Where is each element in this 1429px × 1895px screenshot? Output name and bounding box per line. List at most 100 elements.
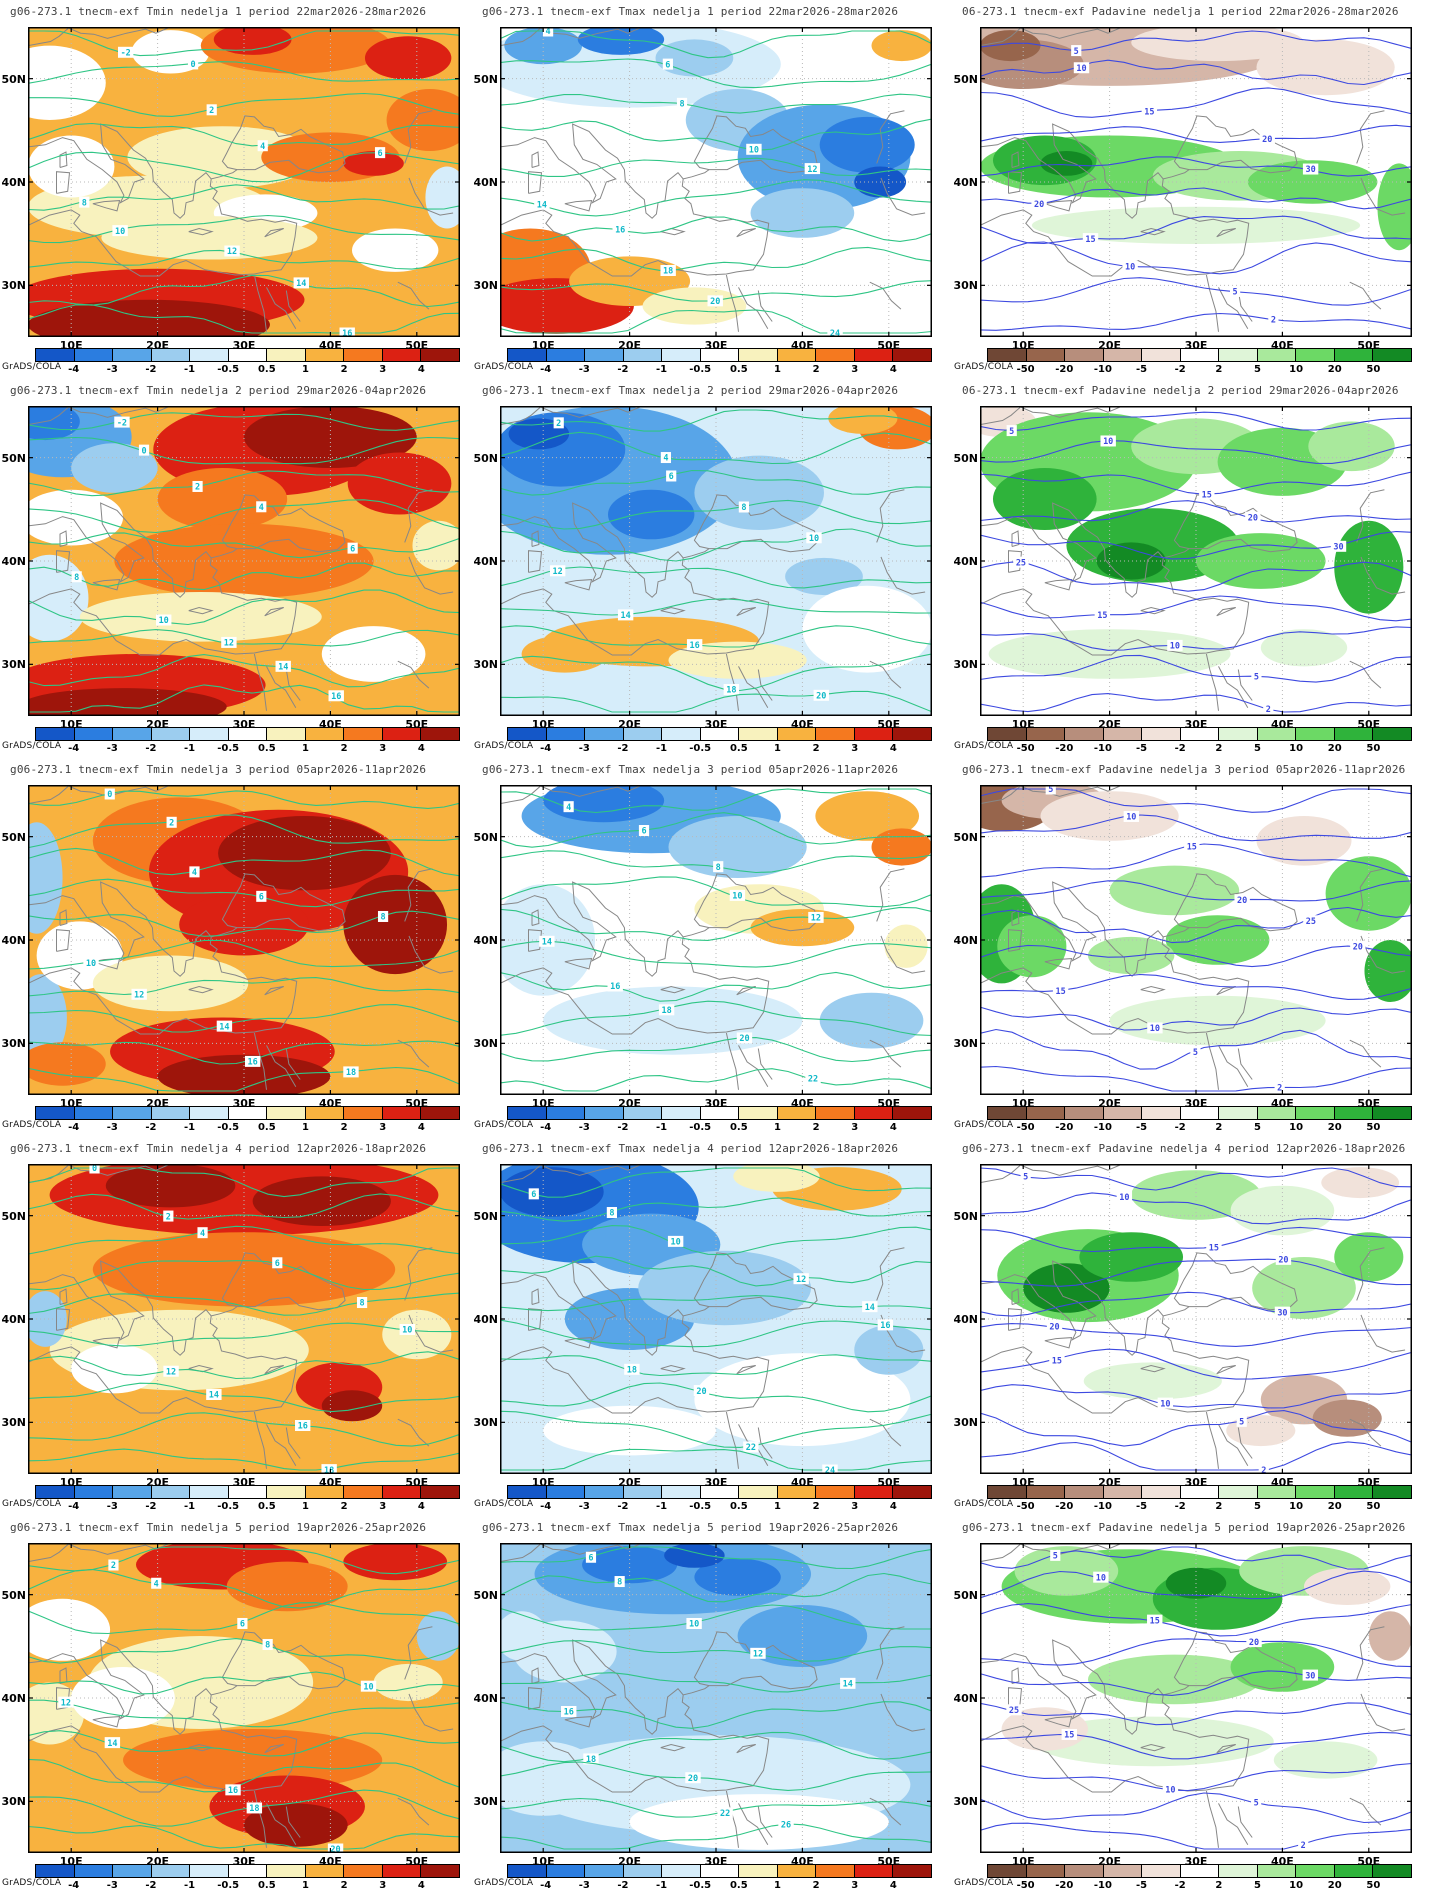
svg-text:14: 14 <box>620 611 630 621</box>
lon-tick-label: 20E <box>146 339 169 352</box>
colorbar-tick-label: 0.5 <box>257 1122 276 1133</box>
colorbar-segment <box>1102 349 1142 361</box>
svg-text:16: 16 <box>690 641 700 651</box>
colorbar-segment <box>853 1865 893 1877</box>
colorbar-segment <box>266 1486 305 1498</box>
map-canvas: 0 2 4 6 8 10 12 14 16 18 <box>28 785 460 1095</box>
svg-text:14: 14 <box>219 1022 229 1032</box>
contour-label: 4 <box>256 501 267 513</box>
colorbar-tick-label: -4 <box>540 1880 552 1891</box>
colorbar-tick-label: -2 <box>1174 364 1186 375</box>
lon-tick-label: 20E <box>146 1855 169 1868</box>
contour-label: 30 <box>1274 1306 1291 1318</box>
svg-text:12: 12 <box>553 567 563 577</box>
svg-text:24: 24 <box>825 1466 835 1474</box>
colorbar-segment <box>1218 1865 1257 1877</box>
lon-tick-label: 20E <box>1098 1855 1121 1868</box>
colorbar-segment <box>1102 1107 1142 1119</box>
colorbar-tick-label: -2 <box>145 1880 157 1891</box>
svg-text:10: 10 <box>809 534 819 544</box>
colorbar-tick-label: 0.5 <box>729 1880 748 1891</box>
lon-tick-label: 30E <box>232 718 256 731</box>
colorbar-segment <box>112 349 151 361</box>
colorbar-segment <box>545 1865 585 1877</box>
svg-text:10: 10 <box>1103 437 1113 447</box>
lon-tick-label: 10E <box>59 718 83 731</box>
colorbar-segment <box>36 349 74 361</box>
precip-colorbar <box>987 727 1412 741</box>
colorbar-tick-label: 2 <box>812 1122 820 1133</box>
colorbar-tick-label: -3 <box>106 1880 118 1891</box>
map-canvas: 5 10 15 20 30 25 15 10 5 2 <box>980 406 1412 716</box>
contour-label: 5 <box>1190 1046 1201 1058</box>
colorbar-segment <box>661 349 700 361</box>
colorbar-tick-label: -10 <box>1093 1880 1112 1891</box>
colorbar-segment <box>1256 349 1296 361</box>
svg-text:8: 8 <box>609 1209 614 1219</box>
svg-text:6: 6 <box>641 827 646 837</box>
contour-label: 20 <box>813 689 829 701</box>
colorbar-tick-label: 5 <box>1253 364 1261 375</box>
svg-text:0: 0 <box>107 790 112 800</box>
svg-text:0: 0 <box>191 60 196 70</box>
contour-label: -2 <box>114 416 130 428</box>
svg-text:14: 14 <box>865 1303 875 1313</box>
contour-label: 12 <box>163 1365 179 1377</box>
contour-label: 14 <box>534 198 550 210</box>
colorbar-segment <box>815 1486 854 1498</box>
lon-tick-label: 20E <box>1098 718 1121 731</box>
lat-tick-label: 50N <box>953 1588 978 1602</box>
contour-label: 24 <box>827 327 843 337</box>
lon-tick-label: 30E <box>232 1476 256 1489</box>
colorbar-segment <box>1025 1107 1065 1119</box>
colorbar-segment <box>1295 1865 1334 1877</box>
svg-text:15: 15 <box>1187 843 1197 853</box>
colorbar-segment <box>1333 728 1373 740</box>
lat-tick-label: 40N <box>473 934 498 947</box>
panel-title: g06-273.1 tnecm-exf Padavine nedelja 5 p… <box>962 1521 1406 1534</box>
colorbar-tick-label: 50 <box>1366 743 1381 754</box>
contour-label: 14 <box>206 1389 222 1401</box>
map-canvas: 2 46 8 10 12 14 16 18 20 <box>500 406 932 716</box>
lon-tick-label: 40E <box>790 339 814 352</box>
colorbar-segment <box>343 728 382 740</box>
svg-text:6: 6 <box>669 472 674 482</box>
map-panel-padavine-week2: 06-273.1 tnecm-exf Padavine nedelja 2 pe… <box>952 379 1429 758</box>
lon-tick-label: 10E <box>59 1476 83 1489</box>
colorbar-segment <box>1372 349 1412 361</box>
lon-tick-label: 40E <box>1270 1097 1294 1110</box>
colorbar-segment <box>584 728 623 740</box>
svg-text:4: 4 <box>546 27 551 37</box>
svg-text:20: 20 <box>688 1774 698 1784</box>
colorbar-segment <box>150 1107 190 1119</box>
contour-label: 10 <box>746 143 762 155</box>
contour-label: 10 <box>729 889 746 902</box>
colorbar-segment <box>381 1107 421 1119</box>
contour-label: 16 <box>328 690 344 702</box>
colorbar-segment <box>699 728 739 740</box>
svg-text:22: 22 <box>746 1443 756 1453</box>
contour-label: 2 <box>1258 1464 1269 1474</box>
lat-tick-label: 40N <box>1 176 26 189</box>
colorbar-tick-label: 1 <box>773 743 781 754</box>
colorbar-tick-label: 3 <box>379 1122 387 1133</box>
svg-text:4: 4 <box>154 1579 159 1589</box>
contour-label: 2 <box>1274 1081 1285 1094</box>
contour-label: 5 <box>1045 785 1056 795</box>
svg-text:30: 30 <box>1305 165 1315 175</box>
contour-label: 22 <box>743 1441 759 1453</box>
lon-tick-label: 20E <box>618 718 641 731</box>
map-canvas: 4 6 8 10 12 14 16 18 20 22 <box>500 785 932 1095</box>
lon-tick-label: 40E <box>318 718 342 731</box>
colorbar-segment <box>1064 728 1103 740</box>
contour-label: 10 <box>399 1323 416 1336</box>
lon-tick-label: 40E <box>318 1855 342 1868</box>
svg-text:2: 2 <box>166 1212 171 1222</box>
svg-text:5: 5 <box>1254 672 1259 682</box>
contour-label: 4 <box>151 1577 162 1589</box>
svg-text:10: 10 <box>402 1326 412 1336</box>
lat-tick-label: 40N <box>953 1313 978 1326</box>
grads-cola-credit: GrADS/COLA <box>2 1499 62 1509</box>
colorbar-segment <box>622 1865 662 1877</box>
